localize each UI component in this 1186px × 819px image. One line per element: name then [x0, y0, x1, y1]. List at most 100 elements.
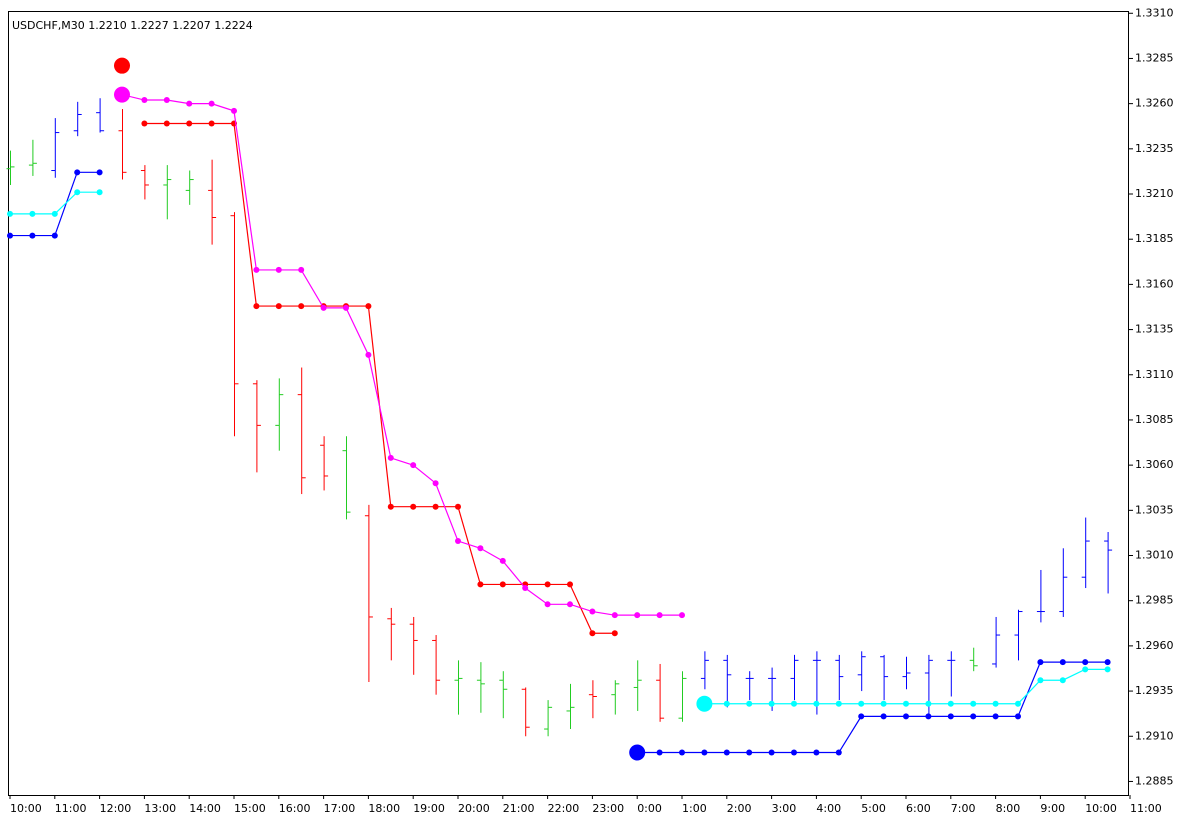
- x-tick-label: 14:00: [189, 802, 221, 815]
- x-tick-label: 19:00: [413, 802, 445, 815]
- indicator-dot: [813, 700, 820, 707]
- indicator-dot: [208, 120, 215, 127]
- indicator-dot: [768, 749, 775, 756]
- y-tick-label: 1.3085: [1135, 413, 1174, 426]
- indicator-dot: [544, 581, 551, 588]
- indicator-dot: [813, 749, 820, 756]
- y-tick-label: 1.3110: [1135, 368, 1174, 381]
- indicator-dot: [1104, 666, 1111, 673]
- y-tick-label: 1.2910: [1135, 729, 1174, 742]
- indicator-dot: [768, 700, 775, 707]
- indicator-dot: [365, 303, 372, 310]
- signal-dot: [696, 695, 713, 712]
- y-tick-label: 1.3010: [1135, 549, 1174, 562]
- x-tick-label: 17:00: [324, 802, 356, 815]
- plot-frame: [8, 11, 1129, 796]
- y-tick-label: 1.3210: [1135, 187, 1174, 200]
- indicator-dot: [1015, 700, 1021, 707]
- y-tick-label: 1.3285: [1135, 51, 1174, 64]
- indicator-dot: [455, 503, 461, 510]
- indicator-dot: [163, 120, 170, 127]
- signal-dot: [629, 744, 646, 761]
- y-tick-label: 1.3060: [1135, 458, 1174, 471]
- x-tick-label: 8:00: [996, 802, 1021, 815]
- x-tick-label: 1:00: [682, 802, 707, 815]
- chart-title: USDCHF,M30 1.2210 1.2227 1.2207 1.2224: [12, 19, 253, 32]
- indicator-dot: [186, 120, 193, 127]
- indicator-dot: [74, 169, 81, 176]
- y-tick-label: 1.3185: [1135, 232, 1174, 245]
- indicator-dot: [96, 169, 103, 176]
- indicator-dot: [791, 749, 797, 756]
- indicator-dot: [656, 612, 663, 619]
- x-tick-label: 23:00: [592, 802, 624, 815]
- indicator-dot: [925, 713, 932, 720]
- indicator-dot: [231, 107, 237, 114]
- x-tick-label: 16:00: [279, 802, 311, 815]
- signal-dot: [114, 57, 130, 74]
- indicator-dot: [992, 713, 999, 720]
- indicator-dot: [163, 97, 170, 104]
- indicator-dot: [477, 545, 484, 552]
- x-tick-label: 2:00: [727, 802, 752, 815]
- indicator-dot: [947, 713, 954, 720]
- indicator-dot: [253, 303, 260, 310]
- indicator-dot: [567, 581, 573, 588]
- x-tick-label: 6:00: [906, 802, 931, 815]
- indicator-dot: [96, 189, 103, 196]
- indicator-dot: [589, 630, 596, 637]
- indicator-dot: [723, 749, 730, 756]
- y-tick-label: 1.2885: [1135, 774, 1174, 787]
- indicator-dot: [253, 266, 260, 273]
- indicator-dot: [1037, 677, 1044, 684]
- x-tick-label: 9:00: [1040, 802, 1065, 815]
- indicator-dot: [208, 100, 215, 107]
- y-tick-label: 1.2935: [1135, 684, 1174, 697]
- signal-dot: [114, 86, 130, 103]
- y-tick-label: 1.3260: [1135, 97, 1174, 110]
- indicator-dot: [29, 232, 36, 239]
- indicator-dot: [970, 700, 977, 707]
- x-tick-label: 7:00: [951, 802, 976, 815]
- x-tick-label: 13:00: [144, 802, 176, 815]
- indicator-dot: [1104, 659, 1111, 666]
- indicator-dot: [567, 601, 573, 608]
- indicator-dot: [1037, 659, 1044, 666]
- indicator-dot: [298, 303, 305, 310]
- x-tick-label: 5:00: [861, 802, 886, 815]
- indicator-dot: [903, 700, 909, 707]
- indicator-dot: [499, 557, 506, 564]
- y-tick-label: 1.3035: [1135, 503, 1174, 516]
- indicator-dot: [1082, 659, 1089, 666]
- indicator-dot: [835, 700, 842, 707]
- y-tick-label: 1.3235: [1135, 142, 1174, 155]
- x-tick-label: 10:00: [10, 802, 42, 815]
- indicator-dot: [141, 97, 148, 104]
- indicator-dot: [1059, 659, 1066, 666]
- x-tick-label: 22:00: [548, 802, 580, 815]
- indicator-dot: [432, 503, 439, 510]
- indicator-dot: [410, 503, 417, 510]
- indicator-dot: [275, 303, 282, 310]
- x-tick-label: 0:00: [637, 802, 662, 815]
- x-tick-label: 15:00: [234, 802, 266, 815]
- x-tick-label: 4:00: [816, 802, 841, 815]
- indicator-dot: [746, 749, 753, 756]
- indicator-dot: [7, 210, 13, 217]
- x-tick-label: 11:00: [1130, 802, 1162, 815]
- y-tick-label: 1.3135: [1135, 323, 1174, 336]
- indicator-dot: [365, 351, 372, 358]
- indicator-dot: [387, 454, 394, 461]
- indicator-dot: [880, 713, 887, 720]
- indicator-dot: [1015, 713, 1021, 720]
- indicator-dot: [51, 232, 58, 239]
- x-tick-label: 12:00: [100, 802, 132, 815]
- indicator-dot: [1082, 666, 1089, 673]
- indicator-dot: [387, 503, 394, 510]
- x-tick-label: 21:00: [503, 802, 535, 815]
- y-tick-label: 1.2985: [1135, 594, 1174, 607]
- indicator-dot: [477, 581, 484, 588]
- indicator-dot: [74, 189, 81, 196]
- indicator-dot: [611, 612, 618, 619]
- x-tick-label: 20:00: [458, 802, 490, 815]
